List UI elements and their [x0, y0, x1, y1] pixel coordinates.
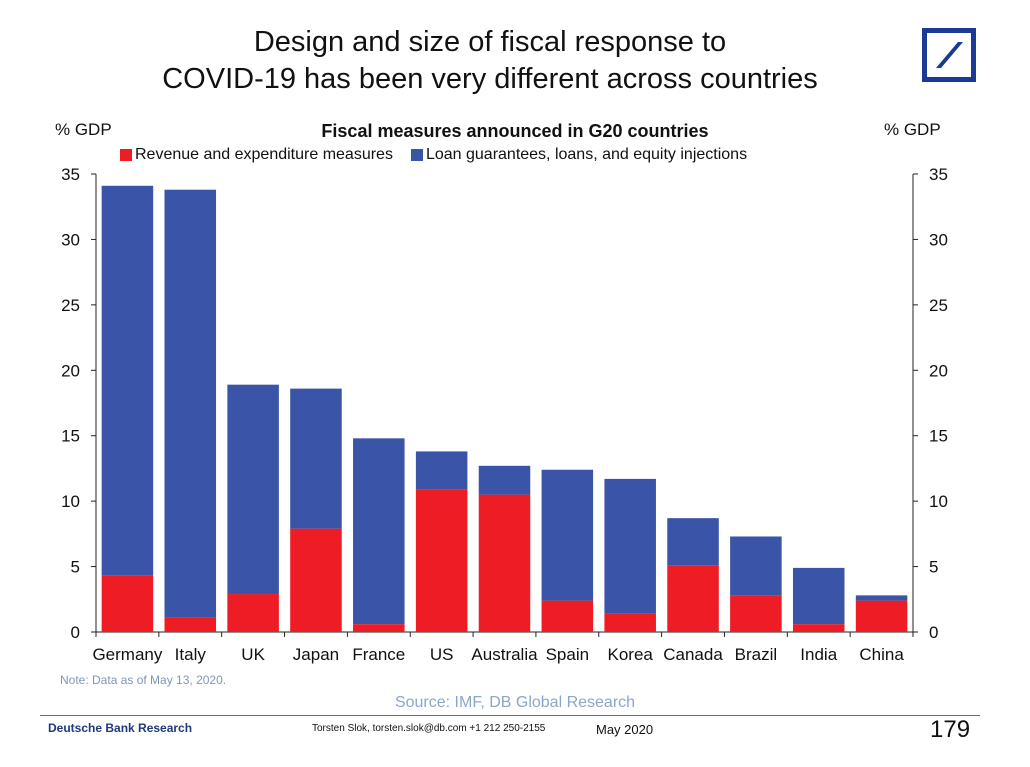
bar-segment-revenue [478, 494, 531, 632]
right-y-tick-label: 15 [929, 427, 948, 446]
x-category-label: Japan [293, 645, 339, 664]
bar-segment-loans [855, 595, 908, 601]
footer-date: May 2020 [596, 722, 654, 737]
x-category-label: US [430, 645, 454, 664]
x-category-label: Spain [546, 645, 589, 664]
bar-segment-revenue [415, 489, 468, 632]
bar-segment-revenue [353, 624, 405, 632]
chart-note: Note: Data as of May 13, 2020. [60, 673, 227, 687]
right-y-tick-label: 35 [929, 165, 948, 184]
right-y-tick-label: 25 [929, 296, 948, 315]
right-y-tick-label: 30 [929, 230, 948, 249]
bar-segment-loans [667, 518, 719, 566]
x-category-label: Brazil [735, 645, 778, 664]
footer-divider [40, 715, 980, 716]
bar-segment-loans [478, 465, 531, 495]
right-axis-unit: % GDP [884, 120, 941, 139]
x-category-label: Canada [663, 645, 723, 664]
right-y-tick-label: 5 [929, 558, 938, 577]
legend-label-loans: Loan guarantees, loans, and equity injec… [425, 146, 748, 163]
bar-segment-revenue [792, 624, 845, 632]
bar-segment-revenue [290, 528, 342, 632]
x-category-label: Germany [92, 645, 162, 664]
bar-segment-loans [792, 567, 845, 625]
bar-segment-revenue [604, 613, 656, 632]
bar-segment-revenue [730, 595, 782, 632]
deutsche-bank-logo-icon [922, 28, 976, 82]
legend-swatch-revenue [120, 149, 132, 161]
bar-segment-revenue [855, 600, 908, 632]
right-y-tick-label: 0 [929, 623, 938, 642]
bar-segment-revenue [541, 600, 594, 632]
left-axis-unit: % GDP [55, 120, 112, 139]
x-category-label: Australia [471, 645, 538, 664]
bar-segment-loans [541, 469, 594, 601]
slide-title-line-2: COVID-19 has been very different across … [162, 63, 818, 95]
x-category-label: China [859, 645, 904, 664]
bar-segment-loans [101, 185, 154, 576]
bar-segment-loans [604, 478, 656, 614]
x-category-label: India [800, 645, 837, 664]
bar-segment-loans [415, 451, 468, 490]
legend-label-revenue: Revenue and expenditure measures [135, 146, 393, 163]
slide-title: Design and size of fiscal response to CO… [130, 24, 850, 98]
bar-segment-loans [353, 438, 405, 625]
bar-segment-revenue [667, 565, 719, 632]
bar-segment-revenue [227, 594, 279, 632]
right-y-tick-label: 20 [929, 361, 948, 380]
right-y-tick-label: 10 [929, 492, 948, 511]
legend-swatch-loans [410, 149, 423, 161]
bar-segment-loans [164, 189, 217, 618]
chart-source: Source: IMF, DB Global Research [394, 694, 636, 711]
bar-segment-loans [227, 384, 279, 595]
x-category-label: France [352, 645, 405, 664]
footer-brand: Deutsche Bank Research [48, 721, 193, 735]
slide-title-line-1: Design and size of fiscal response to [253, 26, 727, 58]
left-y-tick-label: 5 [71, 558, 80, 577]
left-y-tick-label: 10 [61, 492, 80, 511]
x-category-label: UK [241, 645, 265, 664]
left-y-tick-label: 25 [61, 296, 80, 315]
bar-segment-loans [730, 536, 782, 596]
footer-contact: Torsten Slok, torsten.slok@db.com +1 212… [312, 723, 546, 734]
bar-segment-loans [290, 388, 342, 529]
x-category-label: Italy [175, 645, 207, 664]
left-y-tick-label: 0 [71, 623, 80, 642]
x-category-label: Korea [608, 645, 654, 664]
legend-item-revenue: Revenue and expenditure measures [120, 146, 393, 164]
chart-title: Fiscal measures announced in G20 countri… [321, 121, 709, 141]
left-y-tick-label: 30 [61, 230, 80, 249]
chart-legend: Revenue and expenditure measures Loan gu… [120, 146, 747, 164]
left-y-tick-label: 35 [61, 165, 80, 184]
left-y-tick-label: 15 [61, 427, 80, 446]
bar-segment-revenue [101, 575, 154, 632]
left-y-tick-label: 20 [61, 361, 80, 380]
legend-item-loans: Loan guarantees, loans, and equity injec… [410, 146, 748, 164]
bar-segment-revenue [164, 617, 217, 632]
page-number: 179 [930, 716, 971, 743]
